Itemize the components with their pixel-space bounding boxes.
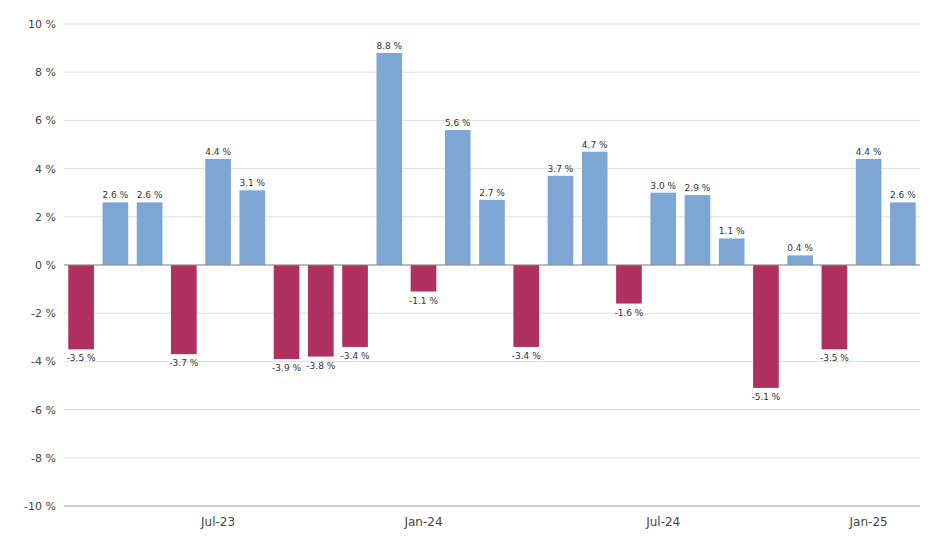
x-tick-label: Jul-23: [200, 515, 235, 529]
chart: -10 % -8 % -6 % -4 % -2 % 0 % 2 % 4 % 6 % 8 % 10 %…: [0, 0, 940, 550]
x-tick-label: Jul-24: [645, 515, 680, 529]
data-label: -3.7 %: [169, 358, 198, 368]
y-tick-label: 6 %: [35, 114, 56, 127]
y-tick-label: 4 %: [35, 163, 56, 176]
bar: [239, 190, 265, 265]
bar: [548, 176, 574, 265]
y-tick-label: -10 %: [24, 500, 56, 513]
data-label: 1.1 %: [719, 226, 745, 236]
bar: [753, 265, 779, 388]
data-label: -1.1 %: [409, 296, 438, 306]
data-label: -3.8 %: [306, 361, 335, 371]
bar: [787, 255, 813, 265]
zero-line: [64, 265, 920, 266]
data-label: 4.4 %: [856, 147, 882, 157]
data-label: 8.8 %: [376, 41, 402, 51]
bar: [719, 238, 745, 265]
y-tick-label: -8 %: [31, 452, 56, 465]
bar: [274, 265, 300, 359]
data-label: 4.4 %: [205, 147, 231, 157]
data-label: 2.6 %: [890, 190, 916, 200]
bar: [856, 159, 882, 265]
bar: [582, 152, 608, 265]
y-tick-label: 2 %: [35, 211, 56, 224]
grid-line: [64, 24, 920, 25]
grid-line: [64, 120, 920, 121]
x-axis-line: [64, 506, 920, 507]
x-tick-label: Jan-25: [849, 515, 888, 529]
data-label: 2.6 %: [102, 190, 128, 200]
data-label: 2.7 %: [479, 188, 505, 198]
bar: [513, 265, 539, 347]
data-label: -3.9 %: [272, 363, 301, 373]
data-label: 3.7 %: [548, 164, 574, 174]
data-label: -5.1 %: [751, 392, 780, 402]
bar: [685, 195, 711, 265]
data-label: -1.6 %: [614, 308, 643, 318]
data-label: 2.9 %: [685, 183, 711, 193]
data-label: -3.5 %: [67, 353, 96, 363]
grid-line: [64, 168, 920, 169]
bar: [137, 202, 163, 265]
grid-line: [64, 409, 920, 410]
y-tick-label: -2 %: [31, 307, 56, 320]
data-label: 3.1 %: [239, 178, 265, 188]
bar: [308, 265, 334, 357]
bar: [205, 159, 231, 265]
grid-line: [64, 72, 920, 73]
bar: [650, 193, 676, 265]
grid-line: [64, 265, 920, 266]
bar: [103, 202, 129, 265]
data-label: 3.0 %: [650, 181, 676, 191]
y-tick-label: 0 %: [35, 259, 56, 272]
data-label: 5.6 %: [445, 118, 471, 128]
bar: [171, 265, 197, 354]
grid-line: [64, 457, 920, 458]
grid-line: [64, 506, 920, 507]
y-tick-label: 10 %: [28, 18, 56, 31]
data-label: -3.4 %: [512, 351, 541, 361]
grid: [64, 24, 920, 506]
y-tick-label: -6 %: [31, 404, 56, 417]
bar: [616, 265, 642, 304]
data-label: -3.5 %: [820, 353, 849, 363]
x-tick-label: Jan-24: [403, 515, 442, 529]
bar: [68, 265, 94, 349]
bar: [822, 265, 848, 349]
data-label: 2.6 %: [137, 190, 163, 200]
bars: [68, 53, 915, 388]
bar: [890, 202, 916, 265]
y-tick-label: 8 %: [35, 66, 56, 79]
data-label: -3.4 %: [341, 351, 370, 361]
data-label: 0.4 %: [787, 243, 813, 253]
bar: [342, 265, 368, 347]
bar: [479, 200, 505, 265]
y-tick-label: -4 %: [31, 355, 56, 368]
data-label: 4.7 %: [582, 140, 608, 150]
bar: [445, 130, 471, 265]
bar: [376, 53, 402, 265]
bar: [411, 265, 437, 292]
